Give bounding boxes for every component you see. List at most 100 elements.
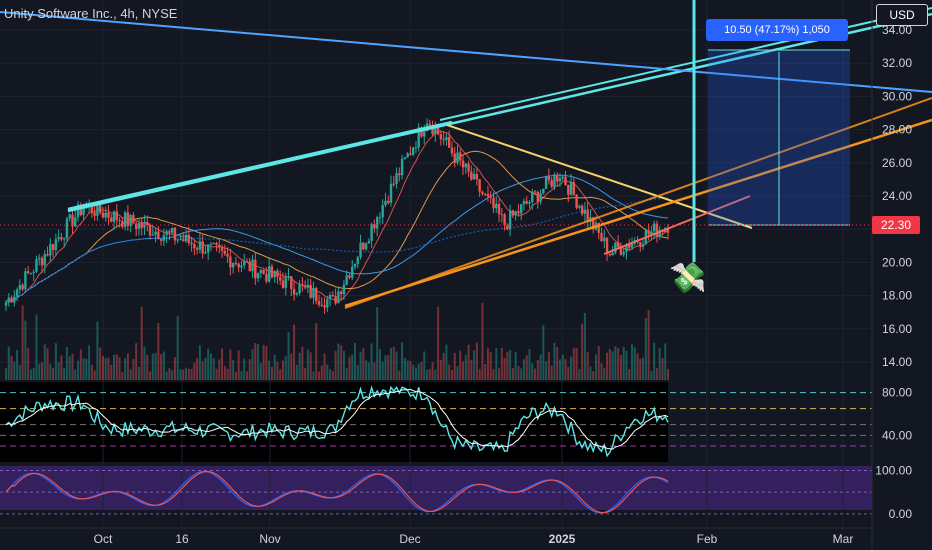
volume-bar [196,358,199,380]
rsi-line [5,385,669,458]
candle-body [46,254,49,256]
volume-bar [115,354,118,380]
stoch-axis-label: 0.00 [889,507,913,521]
candle-body [367,240,371,244]
volume-bar [462,361,465,380]
volume-bar [331,371,334,380]
volume-bar [154,353,157,380]
volume-bar [431,362,434,380]
candle-body [616,242,620,248]
volume-bar [365,360,368,380]
candle-body [148,224,152,236]
volume-bar [442,353,445,380]
volume-bar [367,362,370,380]
volume-bar [7,346,10,380]
candle-body [49,244,52,256]
candle-body [176,239,179,241]
candle-body [134,223,138,229]
price-axis-label: 30.00 [882,89,912,103]
candle-body [267,266,271,282]
symbol-title[interactable]: Unity Software Inc., 4h, NYSE [4,6,178,21]
volume-bar [173,357,176,380]
candle-body [76,204,80,218]
volume-bar [306,349,309,380]
volume-bar [223,365,226,380]
volume-bar [406,360,409,380]
candle-body [483,193,487,195]
candle-body [159,239,163,241]
volume-bar [498,368,501,380]
volume-bar [597,346,600,380]
last-price-tag: 22.30 [872,216,920,234]
volume-bar [287,331,290,380]
volume-bar [628,369,631,380]
volume-bar [204,358,207,380]
volume-bar [315,323,318,380]
candle-body [18,284,22,290]
volume-bar [378,349,381,380]
volume-bar [586,351,589,380]
candle-body [362,242,365,250]
volume-bar [295,364,298,380]
volume-bar [495,348,498,380]
candle-body [303,285,307,288]
volume-bar [567,366,570,380]
candle-body [461,160,465,168]
candle-body [229,256,232,268]
candle-body [353,263,357,267]
candle-body [132,215,135,224]
rsi-signal-line [5,388,669,450]
candle-body [68,214,71,219]
candle-body [79,204,82,216]
volume-bar [157,323,160,380]
candle-body [486,193,490,197]
volume-bar [77,360,80,380]
candle-body [107,212,110,218]
volume-bar [79,349,82,380]
volume-bar [517,365,520,380]
volume-bar [603,367,606,380]
volume-bar [384,355,387,380]
candle-body [381,205,384,218]
volume-bar [539,354,542,380]
volume-bar [49,363,52,380]
volume-bar [459,350,462,380]
candle-body [611,252,614,256]
candle-body [439,134,443,140]
volume-bar [448,364,451,380]
candle-body [15,289,19,297]
volume-bar [409,361,412,380]
candle-body [547,176,551,181]
volume-bar [46,348,49,380]
volume-bar [611,351,614,380]
volume-bar [633,347,636,380]
candle-body [342,284,346,295]
volume-bar [234,371,237,380]
volume-bar [160,354,163,380]
volume-bar [262,344,265,380]
volume-bar [373,362,376,380]
candle-body [262,270,265,274]
volume-bar [135,343,138,380]
candle-body [248,261,251,272]
candle-body [326,299,329,308]
volume-bar [254,343,257,380]
volume-bar [137,366,140,380]
volume-bar [32,367,35,380]
currency-button[interactable]: USD [876,4,928,26]
volume-bar [270,366,273,380]
candle-body [162,235,166,241]
volume-bar [265,345,268,380]
volume-bar [229,349,232,380]
volume-bar [401,342,404,380]
volume-bar [10,355,13,380]
candle-body [575,194,578,208]
candle-body [447,137,451,148]
candle-body [553,174,556,187]
volume-bar [522,359,525,380]
volume-bar [583,312,586,380]
candle-body [182,239,185,242]
volume-bar [179,369,182,380]
candle-body [334,295,337,304]
